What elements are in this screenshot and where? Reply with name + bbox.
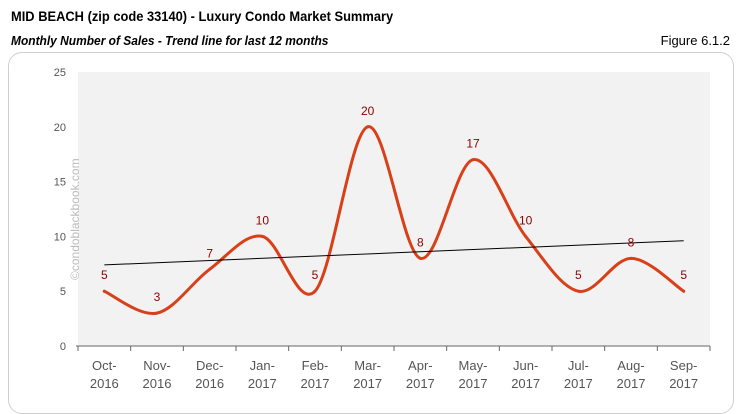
data-label: 8 [417, 235, 424, 249]
x-tick-label: Mar- [354, 358, 381, 373]
x-tick-label: Jan- [250, 358, 275, 373]
data-point [418, 256, 422, 260]
x-tick-label: 2017 [669, 376, 698, 391]
x-tick-label: Jul- [568, 358, 589, 373]
y-tick-label: 15 [54, 177, 66, 189]
data-point [366, 125, 370, 129]
y-tick-label: 10 [54, 231, 66, 243]
page-title: MID BEACH (zip code 33140) - Luxury Cond… [11, 8, 394, 24]
data-point [682, 289, 686, 293]
data-label: 5 [101, 268, 108, 282]
data-label: 3 [154, 290, 161, 304]
data-label: 8 [628, 235, 635, 249]
x-tick-label: 2016 [143, 376, 172, 391]
data-label: 5 [575, 268, 582, 282]
chart-subtitle: Monthly Number of Sales - Trend line for… [11, 33, 329, 48]
x-tick-label: Oct- [92, 358, 117, 373]
data-label: 10 [519, 213, 533, 227]
data-label: 20 [361, 104, 375, 118]
y-tick-label: 5 [60, 286, 66, 298]
data-point [471, 158, 475, 162]
x-tick-label: 2017 [511, 376, 540, 391]
x-tick-label: Sep- [670, 358, 697, 373]
x-tick-label: Feb- [302, 358, 329, 373]
x-tick-label: Apr- [408, 358, 433, 373]
x-tick-label: 2017 [406, 376, 435, 391]
x-tick-label: May- [459, 358, 488, 373]
data-point [208, 267, 212, 271]
watermark: ©condoblackbook.com [68, 158, 82, 280]
x-tick-label: 2017 [353, 376, 382, 391]
data-label: 5 [312, 268, 319, 282]
data-point [313, 289, 317, 293]
x-tick-label: Dec- [196, 358, 223, 373]
data-label: 17 [466, 137, 480, 151]
data-point [260, 234, 264, 238]
x-tick-label: 2017 [301, 376, 330, 391]
data-label: 5 [680, 268, 687, 282]
data-label: 10 [256, 213, 270, 227]
plot-area [78, 72, 710, 346]
data-point [102, 289, 106, 293]
y-tick-label: 25 [54, 67, 66, 79]
figure-number: Figure 6.1.2 [660, 33, 730, 48]
data-point [629, 256, 633, 260]
x-tick-label: 2017 [248, 376, 277, 391]
data-point [155, 311, 159, 315]
y-tick-label: 0 [60, 341, 66, 353]
y-tick-label: 20 [54, 122, 66, 134]
data-point [576, 289, 580, 293]
x-tick-label: Aug- [617, 358, 644, 373]
x-tick-label: 2016 [90, 376, 119, 391]
x-tick-label: Jun- [513, 358, 538, 373]
x-tick-label: Nov- [143, 358, 170, 373]
trend-line [104, 240, 684, 266]
x-tick-label: 2017 [617, 376, 646, 391]
data-label: 7 [206, 246, 213, 260]
x-tick-label: 2017 [564, 376, 593, 391]
x-tick-label: 2016 [195, 376, 224, 391]
data-point [524, 234, 528, 238]
x-tick-label: 2017 [459, 376, 488, 391]
